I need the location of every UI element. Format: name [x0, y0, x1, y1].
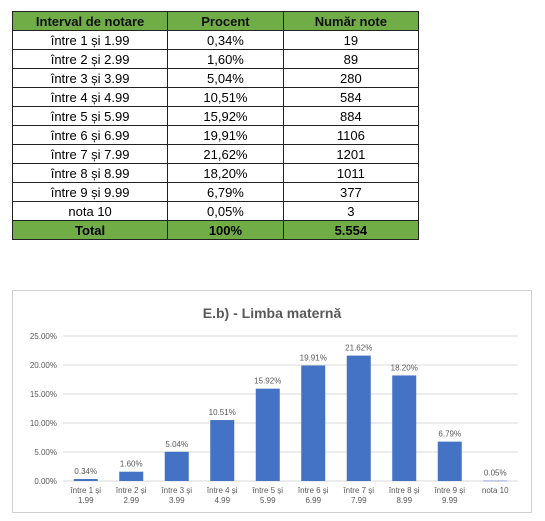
cell-interval: între 4 și 4.99 — [11, 87, 169, 107]
table-row: între 4 și 4.99 10,51% 584 — [11, 87, 420, 107]
table-row: între 5 și 5.99 15,92% 884 — [11, 106, 420, 126]
bar-6 — [301, 365, 326, 481]
x-tick-label: între 3 și — [160, 486, 192, 495]
x-tick-label: 2.99 — [123, 496, 139, 505]
bar-9 — [437, 441, 462, 481]
cell-interval: între 3 și 3.99 — [11, 68, 169, 88]
x-tick-label: între 9 și — [433, 486, 465, 495]
cell-interval: între 9 și 9.99 — [11, 182, 169, 202]
table-row: între 3 și 3.99 5,04% 280 — [11, 68, 420, 88]
table-header-row: Interval de notare Procent Număr note — [11, 11, 420, 31]
cell-percent: 1,60% — [167, 49, 284, 69]
cell-count: 377 — [282, 182, 420, 202]
cell-percent: 21,62% — [167, 144, 284, 164]
x-tick-label: nota 10 — [482, 486, 509, 495]
table-row: între 9 și 9.99 6,79% 377 — [11, 182, 420, 202]
cell-interval: între 7 și 7.99 — [11, 144, 169, 164]
cell-percent: 15,92% — [167, 106, 284, 126]
grades-table: Interval de notare Procent Număr note în… — [11, 11, 420, 240]
y-tick-label: 15.00% — [30, 390, 57, 399]
bar-3 — [164, 451, 189, 481]
x-tick-label: 7.99 — [351, 496, 367, 505]
x-tick-label: 8.99 — [396, 496, 412, 505]
cell-interval: între 5 și 5.99 — [11, 106, 169, 126]
bar-4 — [210, 420, 235, 481]
x-tick-label: 4.99 — [214, 496, 230, 505]
x-tick-label: 3.99 — [169, 496, 185, 505]
x-tick-label: între 7 și — [342, 486, 374, 495]
bar-2 — [119, 471, 144, 481]
cell-count: 280 — [282, 68, 420, 88]
cell-interval: între 8 și 8.99 — [11, 163, 169, 183]
cell-percent: 0,34% — [167, 30, 284, 50]
chart-title: E.b) - Limba maternă — [203, 305, 342, 321]
data-label: 1.60% — [120, 460, 143, 469]
x-tick-label: 9.99 — [442, 496, 458, 505]
table-row: între 8 și 8.99 18,20% 1011 — [11, 163, 420, 183]
data-label: 10.51% — [209, 408, 236, 417]
header-interval: Interval de notare — [11, 11, 169, 31]
cell-count: 5.554 — [282, 220, 420, 240]
cell-interval: între 2 și 2.99 — [11, 49, 169, 69]
bar-10 — [483, 480, 508, 482]
data-label: 0.05% — [484, 469, 507, 478]
header-count: Număr note — [282, 11, 420, 31]
table-row: între 6 și 6.99 19,91% 1106 — [11, 125, 420, 145]
cell-count: 584 — [282, 87, 420, 107]
cell-percent: 18,20% — [167, 163, 284, 183]
x-tick-label: 5.99 — [260, 496, 276, 505]
data-label: 0.34% — [74, 467, 97, 476]
chart-container: E.b) - Limba maternă 0.00% 5.00% 10.00% 15.0… — [12, 290, 532, 513]
cell-percent: 19,91% — [167, 125, 284, 145]
x-tick-label: 1.99 — [78, 496, 94, 505]
table-row: nota 10 0,05% 3 — [11, 201, 420, 221]
data-label: 6.79% — [438, 430, 461, 439]
table-row: între 2 și 2.99 1,60% 89 — [11, 49, 420, 69]
cell-count: 1011 — [282, 163, 420, 183]
y-tick-label: 5.00% — [34, 448, 57, 457]
bar-1 — [73, 479, 98, 481]
x-tick-label: între 6 și — [297, 486, 329, 495]
cell-percent: 10,51% — [167, 87, 284, 107]
bar-5 — [255, 388, 280, 481]
data-label: 19.91% — [300, 354, 327, 363]
y-tick-label: 20.00% — [30, 361, 57, 370]
table-row: între 1 și 1.99 0,34% 19 — [11, 30, 420, 50]
cell-count: 19 — [282, 30, 420, 50]
bar-chart: E.b) - Limba maternă 0.00% 5.00% 10.00% 15.0… — [30, 305, 518, 505]
header-percent: Procent — [167, 11, 284, 31]
cell-interval: între 1 și 1.99 — [11, 30, 169, 50]
cell-interval: nota 10 — [11, 201, 169, 221]
cell-count: 3 — [282, 201, 420, 221]
x-tick-label: 6.99 — [305, 496, 321, 505]
x-tick-label: între 4 și — [206, 486, 238, 495]
y-tick-label: 25.00% — [30, 332, 57, 341]
y-tick-label: 0.00% — [34, 477, 57, 486]
cell-count: 1201 — [282, 144, 420, 164]
cell-count: 1106 — [282, 125, 420, 145]
x-tick-label: între 5 și — [251, 486, 283, 495]
data-label: 5.04% — [165, 440, 188, 449]
y-tick-label: 10.00% — [30, 419, 57, 428]
cell-count: 884 — [282, 106, 420, 126]
cell-percent: 5,04% — [167, 68, 284, 88]
cell-interval: Total — [11, 220, 169, 240]
bar-8 — [392, 375, 417, 481]
data-label: 18.20% — [391, 363, 418, 372]
x-tick-label: între 1 și — [69, 486, 101, 495]
cell-interval: între 6 și 6.99 — [11, 125, 169, 145]
data-label: 15.92% — [254, 377, 281, 386]
cell-count: 89 — [282, 49, 420, 69]
cell-percent: 0,05% — [167, 201, 284, 221]
x-tick-label: între 2 și — [115, 486, 147, 495]
total-row: Total 100% 5.554 — [11, 220, 420, 240]
cell-percent: 6,79% — [167, 182, 284, 202]
x-tick-label: între 8 și — [388, 486, 420, 495]
data-label: 21.62% — [345, 344, 372, 353]
bar-7 — [346, 355, 371, 481]
table-row: între 7 și 7.99 21,62% 1201 — [11, 144, 420, 164]
cell-percent: 100% — [167, 220, 284, 240]
